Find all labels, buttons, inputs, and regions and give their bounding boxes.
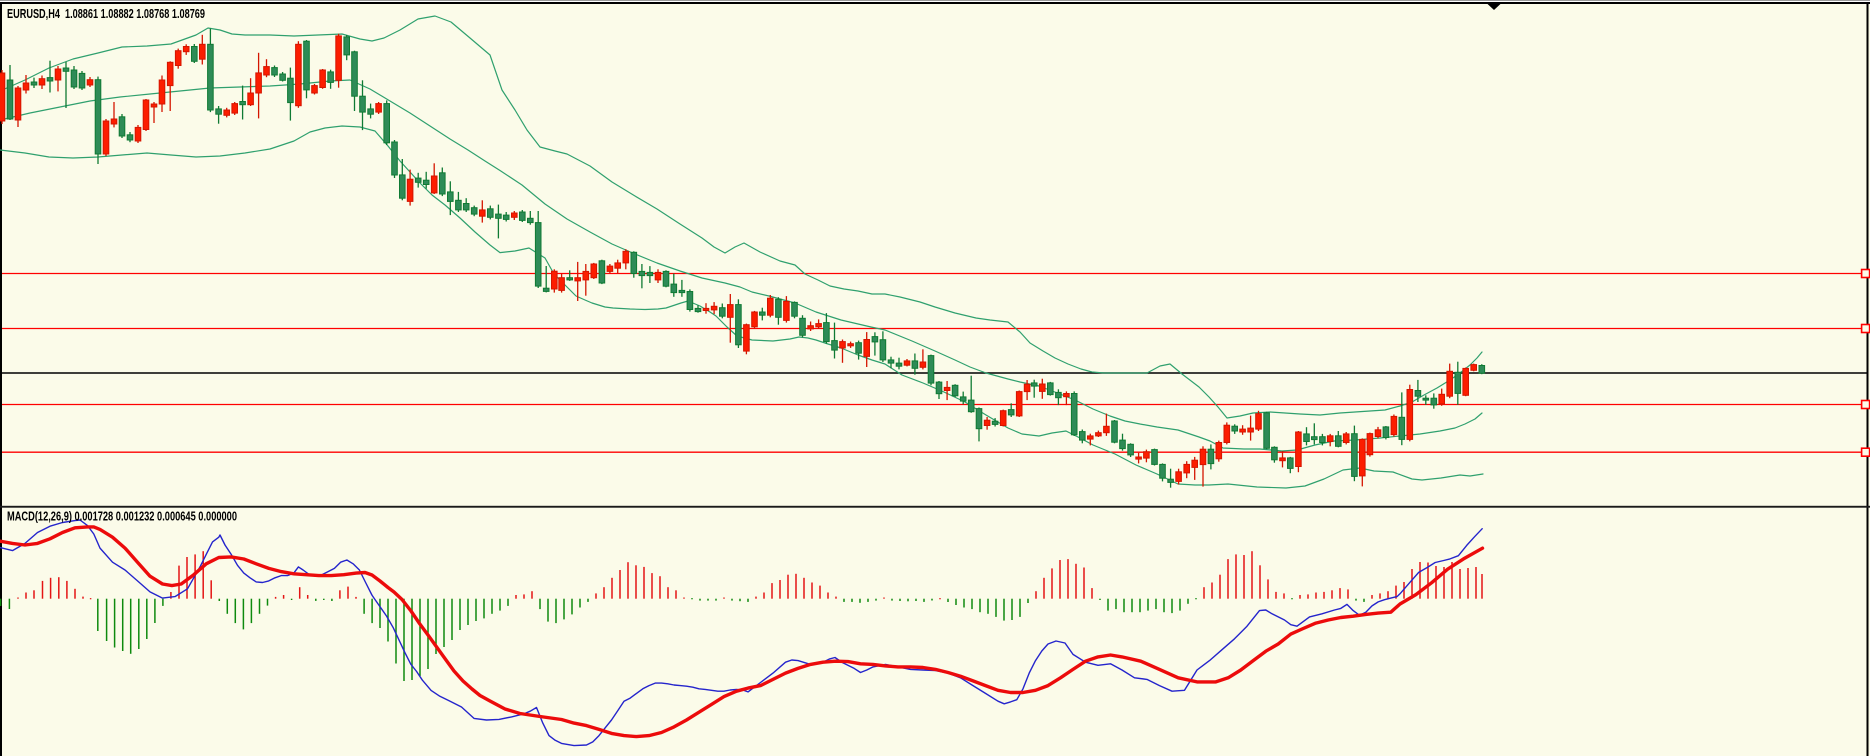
- svg-text:EURUSD,H4 1.08861 1.08882 1.0: EURUSD,H4 1.08861 1.08882 1.08768 1.0876…: [7, 7, 205, 21]
- svg-text:MACD(12,26,9) 0.001728 0.00123: MACD(12,26,9) 0.001728 0.001232 0.000645…: [7, 510, 237, 524]
